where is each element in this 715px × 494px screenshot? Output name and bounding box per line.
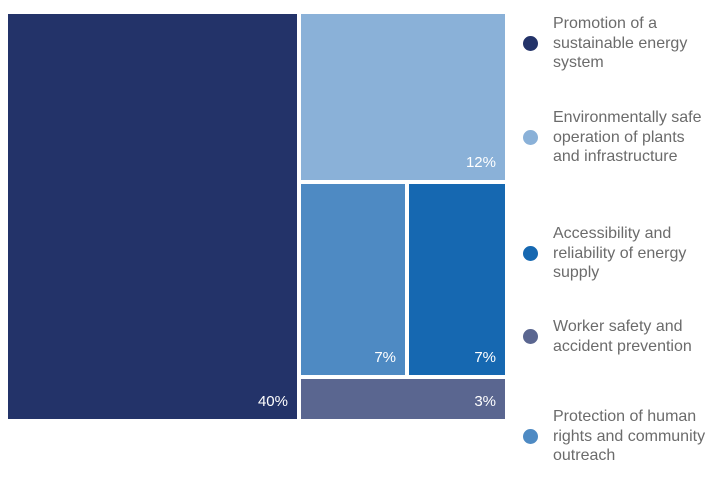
- tile-value-label: 7%: [474, 349, 496, 366]
- legend-item-accessibility: Accessibility and reliability of energy …: [520, 224, 715, 283]
- tile-value-label: 3%: [474, 393, 496, 410]
- legend-item-worker-safety: Worker safety and accident prevention: [520, 317, 715, 356]
- legend-swatch-icon: [523, 246, 538, 261]
- tile-value-label: 40%: [258, 393, 288, 410]
- legend-swatch-icon: [523, 36, 538, 51]
- legend-item-human-rights: Protection of human rights and community…: [520, 407, 715, 466]
- tile-value-label: 12%: [466, 154, 496, 171]
- tile-human-rights: [301, 184, 405, 375]
- legend-label: Environmentally safe operation of plants…: [553, 108, 713, 167]
- legend-swatch-icon: [523, 429, 538, 444]
- legend-swatch-icon: [523, 329, 538, 344]
- legend-label: Protection of human rights and community…: [553, 407, 713, 466]
- tile-sustainable-energy: [8, 14, 297, 419]
- tile-accessibility: [409, 184, 505, 375]
- legend-item-environmental-safety: Environmentally safe operation of plants…: [520, 108, 715, 167]
- tile-value-label: 7%: [374, 349, 396, 366]
- legend-swatch-icon: [523, 130, 538, 145]
- legend-item-sustainable-energy: Promotion of a sustainable energy system: [520, 14, 715, 73]
- legend-label: Accessibility and reliability of energy …: [553, 224, 713, 283]
- legend-label: Worker safety and accident prevention: [553, 317, 713, 356]
- legend-label: Promotion of a sustainable energy system: [553, 14, 713, 73]
